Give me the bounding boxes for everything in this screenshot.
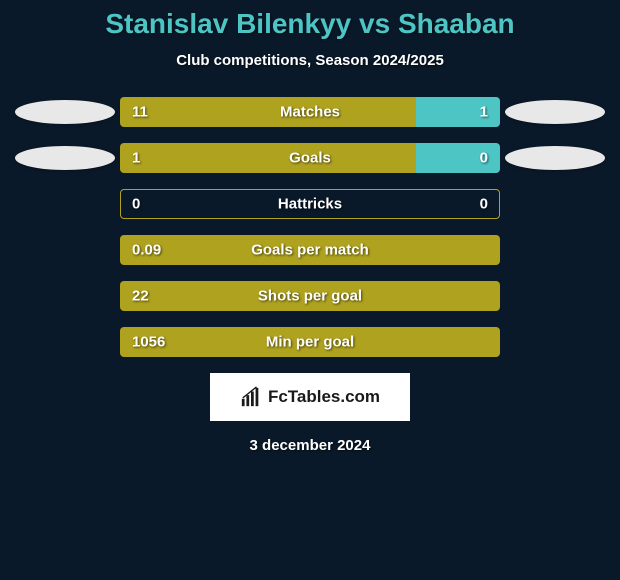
stat-label: Hattricks [278,196,342,213]
stat-value-right: 0 [480,150,488,167]
spacer [10,327,120,357]
stat-bar: 1 0 Goals [120,143,500,173]
stat-bar: 0 0 Hattricks [120,189,500,219]
stat-row: 22 Shots per goal [10,281,610,311]
date: 3 december 2024 [0,437,620,454]
stat-row: 1056 Min per goal [10,327,610,357]
stats-content: 111Matches10Goals00Hattricks0.09Goals pe… [0,97,620,357]
stat-value-left: 11 [132,104,148,121]
stat-row: 1 0 Goals [10,143,610,173]
stat-value-left: 0 [132,196,140,213]
ellipse-icon [15,146,115,170]
spacer [500,327,610,357]
stat-value-left: 0.09 [132,242,161,259]
stat-row: 0 0 Hattricks [10,189,610,219]
spacer [500,235,610,265]
stat-label: Goals per match [251,242,369,259]
spacer [500,189,610,219]
title: Stanislav Bilenkyy vs Shaaban [0,0,620,40]
ellipse-icon [15,100,115,124]
spacer [10,281,120,311]
stat-row: 0.09 Goals per match [10,235,610,265]
subtitle: Club competitions, Season 2024/2025 [0,52,620,69]
stat-bar: 22 Shots per goal [120,281,500,311]
stat-label: Goals [289,150,331,167]
stat-bar: 111Matches [120,97,500,127]
stat-value-right: 0 [480,196,488,213]
stat-value-left: 1056 [132,334,165,351]
player-right-ellipse [500,97,610,127]
ellipse-icon [505,100,605,124]
spacer [10,235,120,265]
stat-label: Matches [280,104,340,121]
player-right-ellipse [500,143,610,173]
stat-value-left: 1 [132,150,140,167]
stat-value-left: 22 [132,288,149,305]
spacer [10,189,120,219]
ellipse-icon [505,146,605,170]
stat-row: 111Matches [10,97,610,127]
comparison-infographic: Stanislav Bilenkyy vs Shaaban Club compe… [0,0,620,580]
stat-bar: 0.09 Goals per match [120,235,500,265]
bar-left-fill [120,143,416,173]
spacer [500,281,610,311]
fctables-logo-icon [240,386,262,408]
logo-box: FcTables.com [210,373,410,421]
logo-text: FcTables.com [268,387,380,407]
stat-value-right: 1 [480,104,488,121]
stat-label: Min per goal [266,334,354,351]
bar-left-fill [120,97,416,127]
stat-bar: 1056 Min per goal [120,327,500,357]
stat-label: Shots per goal [258,288,362,305]
player-left-ellipse [10,143,120,173]
player-left-ellipse [10,97,120,127]
